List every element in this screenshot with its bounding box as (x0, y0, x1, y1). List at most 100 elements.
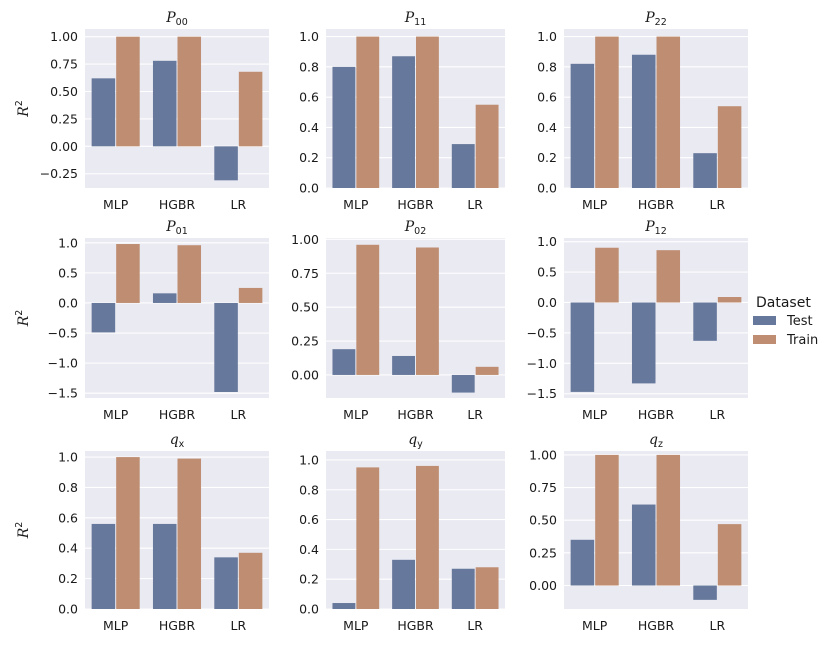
x-tick-label: MLP (103, 618, 129, 633)
y-tick-label: 0.6 (58, 510, 78, 525)
panel-title: P22 (644, 10, 667, 28)
y-tick-label: 0.8 (58, 480, 78, 495)
legend-swatch-train (753, 335, 776, 344)
y-tick-label: 0.2 (58, 571, 78, 586)
bar-test-lr (214, 557, 238, 609)
y-axis-label: R2 (14, 100, 32, 118)
bar-test-mlp (570, 302, 595, 392)
y-tick-label: 0.0 (58, 602, 78, 617)
bar-train-hgbr (656, 250, 681, 303)
y-tick-label: 0.25 (291, 334, 319, 349)
y-tick-label: 1.0 (537, 29, 557, 44)
y-tick-label: −1.5 (527, 386, 557, 401)
bar-test-lr (451, 144, 475, 188)
panel-P12: −1.5 −1.0 −0.5 0.0 0.5 1.0 MLP HGBR LR P12 (527, 219, 748, 422)
bar-test-mlp (91, 78, 116, 147)
bar-test-lr (214, 146, 238, 181)
panel-P00: −0.25 0.00 0.25 0.50 0.75 1.00 MLP HGBR LR P00 (40, 10, 269, 212)
x-tick-label: HGBR (159, 407, 196, 422)
y-tick-label: 0.2 (537, 150, 557, 165)
y-tick-label: −1.0 (527, 356, 557, 371)
y-tick-label: −0.25 (40, 166, 78, 181)
y-tick-label: 1.0 (58, 450, 78, 465)
bar-train-lr (238, 287, 263, 303)
y-tick-label: 1.0 (299, 452, 319, 467)
bar-train-mlp (595, 36, 619, 189)
y-tick-label: 1.0 (299, 29, 319, 44)
bar-test-lr (693, 153, 717, 188)
bar-test-hgbr (631, 504, 656, 586)
y-tick-label: 0.0 (299, 181, 319, 196)
y-tick-label: 0.75 (529, 480, 557, 495)
y-tick-label: 0.5 (58, 265, 78, 280)
panel-background (564, 238, 748, 398)
y-tick-label: 0.5 (537, 265, 557, 280)
panel-P01: −1.5 −1.0 −0.5 0.0 0.5 1.0 MLP HGBR LR P01 (48, 219, 269, 422)
y-axis-label: R2 (14, 310, 32, 328)
bar-train-lr (717, 524, 742, 586)
y-tick-label: 0.4 (299, 542, 319, 557)
bar-train-lr (717, 297, 742, 303)
panel-qz: 0.00 0.25 0.50 0.75 1.00 MLP HGBR LR qz (529, 432, 748, 633)
y-axis-label: R2 (14, 522, 32, 540)
x-tick-label: LR (231, 197, 247, 212)
y-tick-label: 0.00 (50, 139, 78, 154)
y-tick-label: 0.0 (537, 295, 557, 310)
bar-test-hgbr (152, 523, 177, 609)
bar-train-mlp (116, 244, 140, 303)
bar-test-lr (214, 302, 238, 392)
bar-test-hgbr (631, 54, 656, 188)
bar-test-mlp (91, 302, 116, 333)
panel-qx: 0.0 0.2 0.4 0.6 0.8 1.0 MLP HGBR LR qx (58, 432, 269, 633)
bar-train-mlp (595, 247, 619, 303)
panel-title: P12 (644, 219, 667, 237)
panel-title: qx (170, 432, 185, 450)
y-tick-label: 0.4 (537, 120, 557, 135)
bar-train-hgbr (656, 36, 681, 189)
bar-train-lr (475, 567, 499, 609)
x-tick-label: HGBR (397, 407, 434, 422)
panel-title: qy (408, 432, 423, 450)
bar-train-hgbr (177, 245, 202, 303)
y-tick-label: 0.8 (299, 482, 319, 497)
bar-test-lr (451, 374, 475, 393)
x-tick-label: HGBR (638, 618, 675, 633)
y-tick-label: 0.4 (58, 541, 78, 556)
bar-test-hgbr (631, 302, 656, 384)
y-tick-label: 0.4 (299, 120, 319, 135)
bar-test-hgbr (152, 293, 177, 303)
panel-background (326, 29, 505, 188)
bar-train-lr (238, 552, 263, 609)
bar-test-lr (693, 585, 717, 600)
panel-P22: 0.0 0.2 0.4 0.6 0.8 1.0 MLP HGBR LR P22 (537, 10, 748, 212)
x-tick-label: LR (710, 618, 726, 633)
panel-P11: 0.0 0.2 0.4 0.6 0.8 1.0 MLP HGBR LR P11 (299, 10, 505, 212)
x-tick-label: MLP (582, 197, 608, 212)
x-tick-label: MLP (343, 618, 369, 633)
bar-train-mlp (356, 244, 380, 375)
panel-title: P02 (404, 219, 427, 237)
y-tick-label: 0.2 (299, 572, 319, 587)
x-tick-label: MLP (103, 407, 129, 422)
bar-test-mlp (91, 523, 116, 609)
x-tick-label: MLP (343, 197, 369, 212)
x-tick-label: HGBR (638, 197, 675, 212)
x-tick-label: MLP (343, 407, 369, 422)
y-tick-label: −1.0 (48, 356, 78, 371)
x-tick-label: MLP (582, 407, 608, 422)
y-tick-label: −1.5 (48, 386, 78, 401)
panel-background (85, 451, 269, 609)
bar-train-mlp (116, 36, 140, 147)
bar-test-hgbr (392, 559, 415, 609)
bar-train-lr (475, 104, 499, 188)
bar-train-hgbr (416, 465, 439, 609)
bar-train-hgbr (177, 458, 202, 609)
bar-train-hgbr (177, 36, 202, 147)
y-tick-label: 0.25 (529, 545, 557, 560)
legend-label-train: Train (786, 333, 818, 348)
bar-test-mlp (332, 603, 356, 609)
bar-train-hgbr (416, 36, 439, 189)
panel-title: P11 (404, 10, 427, 28)
bar-train-mlp (356, 467, 380, 609)
